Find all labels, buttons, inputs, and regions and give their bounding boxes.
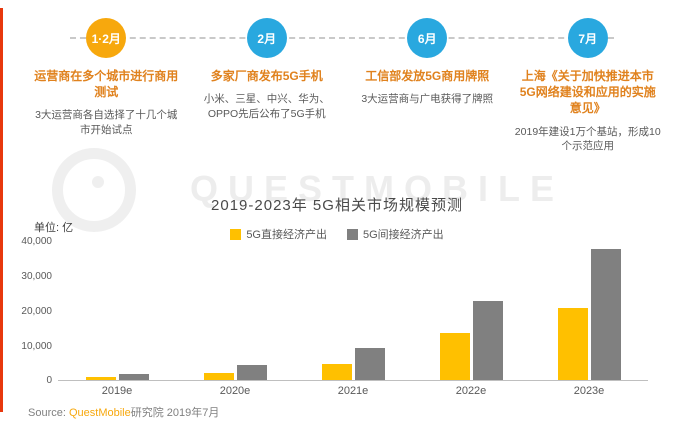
timeline: 1·2月 运营商在多个城市进行商用测试 3大运营商各自选择了十几个城市开始试点 … — [26, 18, 668, 154]
y-tick-40000: 40,000 — [21, 236, 52, 247]
month-badge: 2月 — [246, 18, 287, 58]
chart-title: 2019-2023年 5G相关市场规模预测 — [211, 197, 463, 214]
bar-group-2022e — [412, 242, 530, 380]
timeline-item-jun: 6月 工信部发放5G商用牌照 3大运营商与广电获得了牌照 — [347, 18, 508, 154]
timeline-item-jan-feb: 1·2月 运营商在多个城市进行商用测试 3大运营商各自选择了十几个城市开始试点 — [26, 18, 187, 154]
bar-indirect-2022e — [472, 300, 503, 380]
y-tick-0: 0 — [46, 375, 52, 386]
bar-direct-2020e — [203, 373, 234, 380]
y-tick-30000: 30,000 — [21, 271, 52, 282]
timeline-item-desc: 小米、三星、中兴、华为、OPPO先后公布了5G手机 — [203, 93, 330, 120]
legend-item-direct: 5G直接经济产出 — [230, 226, 327, 242]
y-axis-unit-label: 单位: 亿 — [34, 222, 74, 234]
timeline-item-desc: 3大运营商各自选择了十几个城市开始试点 — [35, 109, 178, 137]
timeline-item-title: 工信部发放5G商用牌照 — [365, 69, 490, 83]
bar-group-2021e — [294, 242, 412, 380]
bar-indirect-2023e — [590, 248, 621, 380]
legend-swatch-yellow — [230, 228, 242, 240]
bar-indirect-2021e — [354, 347, 385, 380]
timeline-item-desc: 3大运营商与广电获得了牌照 — [361, 93, 494, 106]
legend-label: 5G直接经济产出 — [246, 229, 327, 241]
bar-direct-2022e — [439, 333, 470, 380]
legend-label: 5G间接经济产出 — [363, 229, 444, 241]
bar-direct-2021e — [321, 364, 352, 380]
legend-item-indirect: 5G间接经济产出 — [347, 226, 444, 242]
timeline-item-title: 运营商在多个城市进行商用测试 — [34, 69, 179, 100]
questmobile-logo-dot — [92, 176, 104, 188]
timeline-item-jul: 7月 上海《关于加快推进本市5G网络建设和应用的实施意见》 2019年建设1万个… — [508, 18, 669, 154]
left-accent-bar — [0, 8, 3, 412]
timeline-item-title: 多家厂商发布5G手机 — [210, 69, 323, 83]
source-prefix: Source: — [28, 407, 66, 419]
bar-direct-2023e — [557, 307, 588, 380]
bar-indirect-2019e — [118, 374, 149, 380]
bar-group-2020e — [176, 242, 294, 380]
timeline-item-title: 上海《关于加快推进本市5G网络建设和应用的实施意见》 — [519, 69, 656, 116]
y-tick-10000: 10,000 — [21, 341, 52, 352]
bar-indirect-2020e — [236, 364, 267, 380]
bar-plot-area — [58, 242, 648, 381]
x-label-2022e: 2022e — [455, 385, 487, 397]
bar-direct-2019e — [85, 377, 116, 380]
source-brand: QuestMobile — [68, 407, 131, 419]
y-tick-20000: 20,000 — [21, 306, 52, 317]
x-label-2020e: 2020e — [219, 385, 251, 397]
x-label-2019e: 2019e — [101, 385, 133, 397]
chart-legend: 5G直接经济产出 5G间接经济产出 — [0, 226, 674, 242]
timeline-connector-line — [70, 37, 614, 39]
x-label-2023e: 2023e — [573, 385, 605, 397]
source-line: Source: QuestMobile研究院 2019年7月 — [28, 404, 219, 420]
timeline-item-desc: 2019年建设1万个基站，形成10个示范应用 — [514, 125, 661, 153]
timeline-item-feb: 2月 多家厂商发布5G手机 小米、三星、中兴、华为、OPPO先后公布了5G手机 — [187, 18, 348, 154]
source-suffix: 研究院 2019年7月 — [130, 407, 220, 419]
legend-swatch-gray — [347, 228, 358, 240]
x-label-2021e: 2021e — [337, 385, 369, 397]
month-badge: 6月 — [407, 18, 448, 58]
month-badge: 7月 — [567, 18, 608, 58]
month-badge: 1·2月 — [86, 18, 127, 58]
bar-group-2019e — [58, 242, 176, 380]
bar-group-2023e — [530, 242, 648, 380]
x-axis-labels: 2019e 2020e 2021e 2022e 2023e — [58, 385, 648, 397]
